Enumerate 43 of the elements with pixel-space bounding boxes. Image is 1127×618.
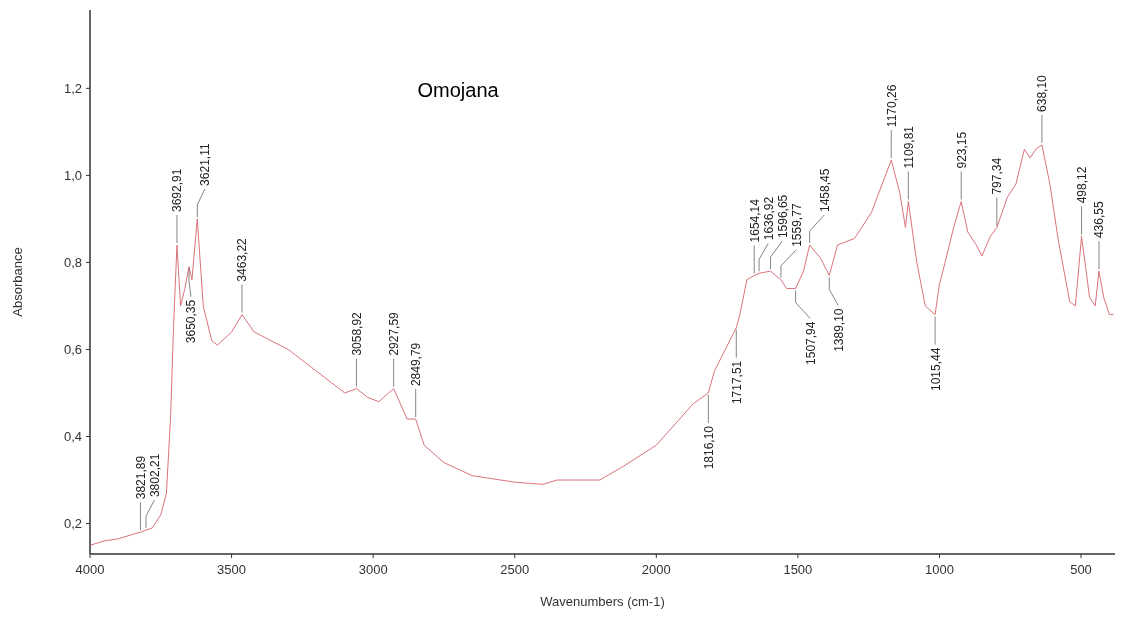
x-tick-label: 2500: [500, 562, 530, 577]
annotation: 3650,35: [184, 299, 199, 344]
annotation: 797,34: [990, 157, 1005, 195]
annotation: 1717,51: [729, 360, 744, 405]
annotation: 498,12: [1075, 166, 1090, 204]
annotation: 3463,22: [235, 237, 250, 282]
annotation: 1559,77: [789, 203, 804, 247]
annotation: 2849,79: [409, 342, 424, 387]
annotation: 1458,45: [817, 168, 832, 213]
x-tick-label: 2000: [641, 562, 671, 577]
x-tick-label: 1000: [924, 562, 954, 577]
annotation: 638,10: [1035, 74, 1050, 112]
y-tick-label: 0,2: [63, 516, 82, 532]
x-tick-label: 3500: [217, 562, 247, 577]
annotation: 3692,91: [170, 168, 185, 213]
y-tick-label: 1,2: [63, 80, 82, 96]
text: Omojana: [417, 79, 500, 102]
x-axis-title: Wavenumbers (cm-1): [540, 594, 665, 609]
y-tick-label: 0,8: [63, 254, 82, 270]
x-tick-label: 3000: [358, 562, 388, 577]
y-axis-title: Absorbance: [10, 247, 25, 317]
annotation: 1109,81: [901, 125, 916, 169]
y-tick-label: 0,4: [63, 429, 82, 445]
annotation: 1015,44: [928, 347, 943, 392]
x-tick-label: 1500: [783, 562, 813, 577]
y-tick-label: 0,6: [63, 342, 82, 358]
annotation: 2927,59: [387, 311, 402, 356]
x-tick-label: 500: [1070, 562, 1092, 577]
annotation: 1389,10: [831, 308, 846, 352]
x-tick-label: 4000: [75, 562, 105, 577]
annotation: 1507,94: [803, 321, 818, 365]
annotation: 3821,89: [133, 455, 148, 500]
annotation: 3058,92: [349, 311, 364, 356]
annotation: 1816,10: [701, 425, 716, 470]
annotation: 1654,14: [747, 198, 762, 243]
annotation: 1636,92: [761, 196, 776, 241]
annotation: 1170,26: [884, 84, 899, 128]
annotation: 1596,65: [775, 194, 790, 239]
annotation: 3802,21: [147, 453, 162, 498]
annotation: 923,15: [954, 131, 969, 169]
y-tick-label: 1,0: [63, 167, 82, 183]
annotation: 436,55: [1092, 201, 1107, 239]
annotation: 3621,11: [198, 143, 213, 186]
